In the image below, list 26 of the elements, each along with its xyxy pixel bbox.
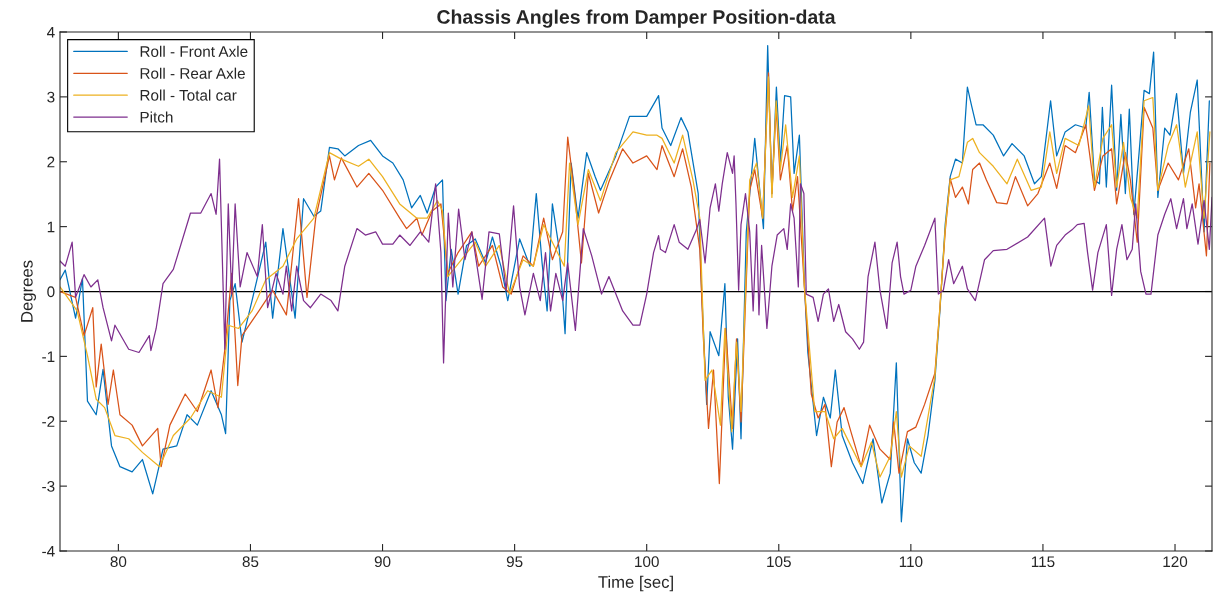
y-tick-label: -4 (42, 546, 55, 557)
y-tick-label: 4 (46, 27, 55, 38)
x-tick-label: 115 (1031, 556, 1055, 568)
y-tick-label: 1 (47, 221, 55, 233)
y-tick-label: 3 (47, 91, 55, 103)
x-tick-label: 85 (242, 556, 259, 568)
x-tick-label: 120 (1163, 556, 1188, 568)
y-tick-label: 0 (47, 286, 55, 298)
legend-label: Pitch (140, 111, 173, 123)
y-tick-label: -2 (42, 416, 55, 427)
legend-label: Roll - Total car (140, 89, 237, 101)
x-tick-label: 95 (506, 556, 523, 568)
legend-label: Roll - Rear Axle (140, 67, 245, 79)
x-tick-label: 100 (635, 556, 659, 568)
y-tick-label: -3 (42, 480, 55, 492)
line-series (60, 152, 1212, 364)
y-tick-label: -1 (42, 351, 55, 362)
chart-title: Chassis Angles from Damper Position-data (437, 9, 836, 28)
y-tick-label: 2 (47, 156, 55, 168)
x-tick-label: 90 (374, 556, 391, 568)
x-tick-label: 110 (899, 556, 923, 568)
legend-label: Roll - Front Axle (140, 45, 248, 57)
y-axis-title: Degrees (21, 260, 36, 322)
x-tick-label: 80 (110, 556, 127, 568)
x-tick-label: 105 (767, 556, 791, 568)
x-axis-title: Time [sec] (598, 575, 673, 592)
